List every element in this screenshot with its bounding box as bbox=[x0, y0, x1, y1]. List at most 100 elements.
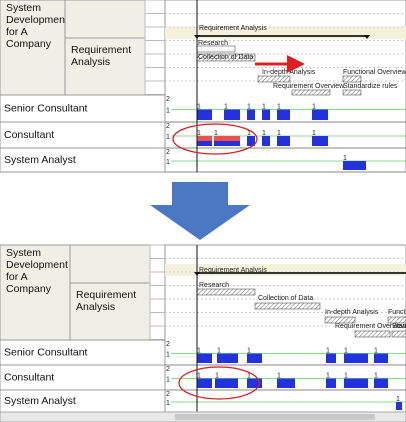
phase-cell bbox=[69, 282, 151, 341]
load-bar bbox=[197, 109, 212, 120]
load-label: 1 bbox=[374, 372, 378, 379]
task-bar bbox=[354, 330, 391, 338]
grid-cell bbox=[144, 67, 166, 82]
load-label: 1 bbox=[197, 347, 201, 354]
task-bar bbox=[391, 330, 406, 338]
task-label: Collection of Data bbox=[258, 295, 313, 302]
scale-label: 2 bbox=[166, 366, 170, 373]
load-label: 1 bbox=[197, 103, 201, 110]
grid-cell bbox=[144, 80, 166, 95]
load-label: 1 bbox=[396, 396, 400, 403]
load-bar bbox=[262, 109, 270, 120]
load-label: 1 bbox=[277, 130, 281, 137]
resource-name: Senior Consultant bbox=[4, 346, 88, 358]
load-label: 1 bbox=[247, 103, 251, 110]
load-label: 1 bbox=[344, 347, 348, 354]
grid-cell bbox=[149, 312, 166, 327]
task-bar bbox=[342, 75, 362, 83]
project-name: System Development for A Company bbox=[6, 2, 65, 50]
task-bar bbox=[342, 89, 362, 96]
task-label: Requirement Analysis bbox=[199, 25, 267, 32]
task-label: Functional Overview bbox=[388, 309, 406, 316]
scale-label: 1 bbox=[166, 159, 170, 166]
load-bar bbox=[215, 378, 238, 388]
scale-label: 2 bbox=[166, 391, 170, 398]
task-bar bbox=[196, 45, 236, 53]
task-label: Requirement Analysis bbox=[199, 267, 267, 274]
task-label: In-depth Analysis bbox=[325, 309, 379, 316]
grid-cell bbox=[149, 285, 166, 300]
load-bar bbox=[312, 136, 328, 146]
task-label: Collection of Data bbox=[198, 54, 253, 61]
load-label: 1 bbox=[374, 347, 378, 354]
overload bbox=[214, 136, 240, 141]
load-bar bbox=[247, 109, 255, 120]
chart-clip: Requirement Analysis Research Collection o… bbox=[165, 13, 406, 170]
scale-label: 1 bbox=[166, 400, 170, 407]
task-label: Standardize rules bbox=[392, 323, 406, 330]
grid-cell bbox=[149, 258, 166, 273]
chart-clip: Requirement Analysis Research Collection o… bbox=[165, 258, 406, 410]
highlight bbox=[178, 366, 260, 400]
task-label: Research bbox=[199, 282, 229, 289]
scale-label: 2 bbox=[166, 341, 170, 348]
load-bar bbox=[277, 136, 290, 146]
phase-cell-top bbox=[64, 0, 146, 39]
load-label: 1 bbox=[217, 347, 221, 354]
load-bar bbox=[247, 378, 262, 388]
project-name: System Development for A Company bbox=[6, 247, 68, 295]
load-bar bbox=[326, 353, 336, 363]
phase-cell-top bbox=[69, 244, 151, 284]
grid-cell bbox=[149, 244, 166, 259]
project-name: System Development for A Company bbox=[6, 247, 68, 295]
task-label: In-depth Analysis bbox=[262, 69, 316, 76]
grid-cell bbox=[144, 53, 166, 68]
load-label: 1 bbox=[247, 130, 251, 137]
load-label: 1 bbox=[247, 372, 251, 379]
load-bar bbox=[197, 353, 212, 363]
project-name: System Development for A Company bbox=[6, 2, 65, 50]
task-bar bbox=[254, 302, 321, 310]
load-label: 1 bbox=[343, 155, 347, 162]
load-bar bbox=[277, 378, 295, 388]
resource-cell bbox=[0, 339, 166, 366]
grid-cell bbox=[144, 0, 166, 14]
load-label: 1 bbox=[215, 372, 219, 379]
load-bar bbox=[262, 136, 270, 146]
resource-cell bbox=[0, 94, 166, 123]
task-bar bbox=[257, 75, 291, 83]
load-label: 1 bbox=[344, 372, 348, 379]
phase-cell bbox=[64, 37, 146, 96]
task-bar bbox=[387, 316, 406, 324]
scale-label: 1 bbox=[166, 351, 170, 358]
resource-name: Consultant bbox=[4, 371, 54, 383]
task-bar bbox=[291, 89, 331, 96]
grid-cell bbox=[144, 40, 166, 55]
task-bar bbox=[196, 288, 256, 296]
load-label: 1 bbox=[247, 347, 251, 354]
load-bar bbox=[374, 378, 388, 388]
grid-cell bbox=[144, 26, 166, 41]
load-label: 1 bbox=[312, 130, 316, 137]
scale-label: 1 bbox=[166, 376, 170, 383]
resource-name: Senior Consultant bbox=[4, 102, 88, 114]
scale-label: 2 bbox=[166, 123, 170, 130]
scroll-thumb bbox=[175, 414, 375, 420]
load-label: 1 bbox=[197, 130, 201, 137]
load-label: 1 bbox=[262, 103, 266, 110]
load-bar bbox=[217, 353, 238, 363]
grid-cell bbox=[149, 298, 166, 313]
phase-name: Requirement Analysis bbox=[71, 44, 132, 68]
load-bar bbox=[344, 353, 368, 363]
load-bar bbox=[197, 378, 212, 388]
task-label: Functional Overview bbox=[343, 69, 406, 76]
task-label: Requirement Overview bbox=[335, 323, 406, 330]
task-label: Research bbox=[198, 40, 228, 47]
load-label: 1 bbox=[326, 372, 330, 379]
resource-name: Consultant bbox=[4, 129, 54, 141]
load-label: 1 bbox=[214, 130, 218, 137]
load-bar bbox=[247, 136, 255, 146]
resource-cell bbox=[0, 364, 166, 391]
load-label: 1 bbox=[312, 103, 316, 110]
